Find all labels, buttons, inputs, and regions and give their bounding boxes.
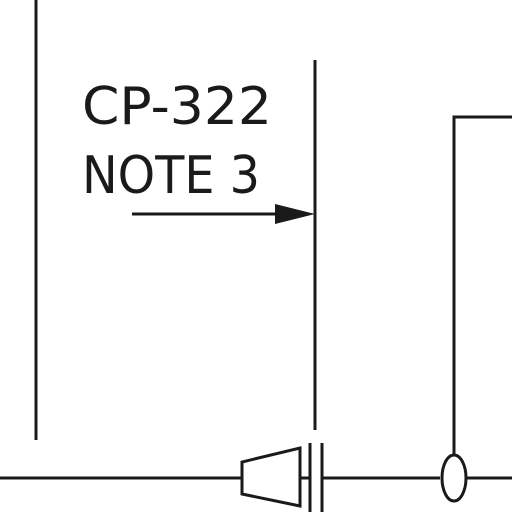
reducer-fitting — [240, 446, 302, 508]
callout-line-1: CP-322 — [82, 77, 272, 137]
callout-line-2: NOTE 3 — [82, 146, 260, 206]
right-branch-line — [452, 115, 512, 455]
arrowhead-icon — [275, 204, 315, 224]
valve-symbol — [440, 453, 468, 503]
